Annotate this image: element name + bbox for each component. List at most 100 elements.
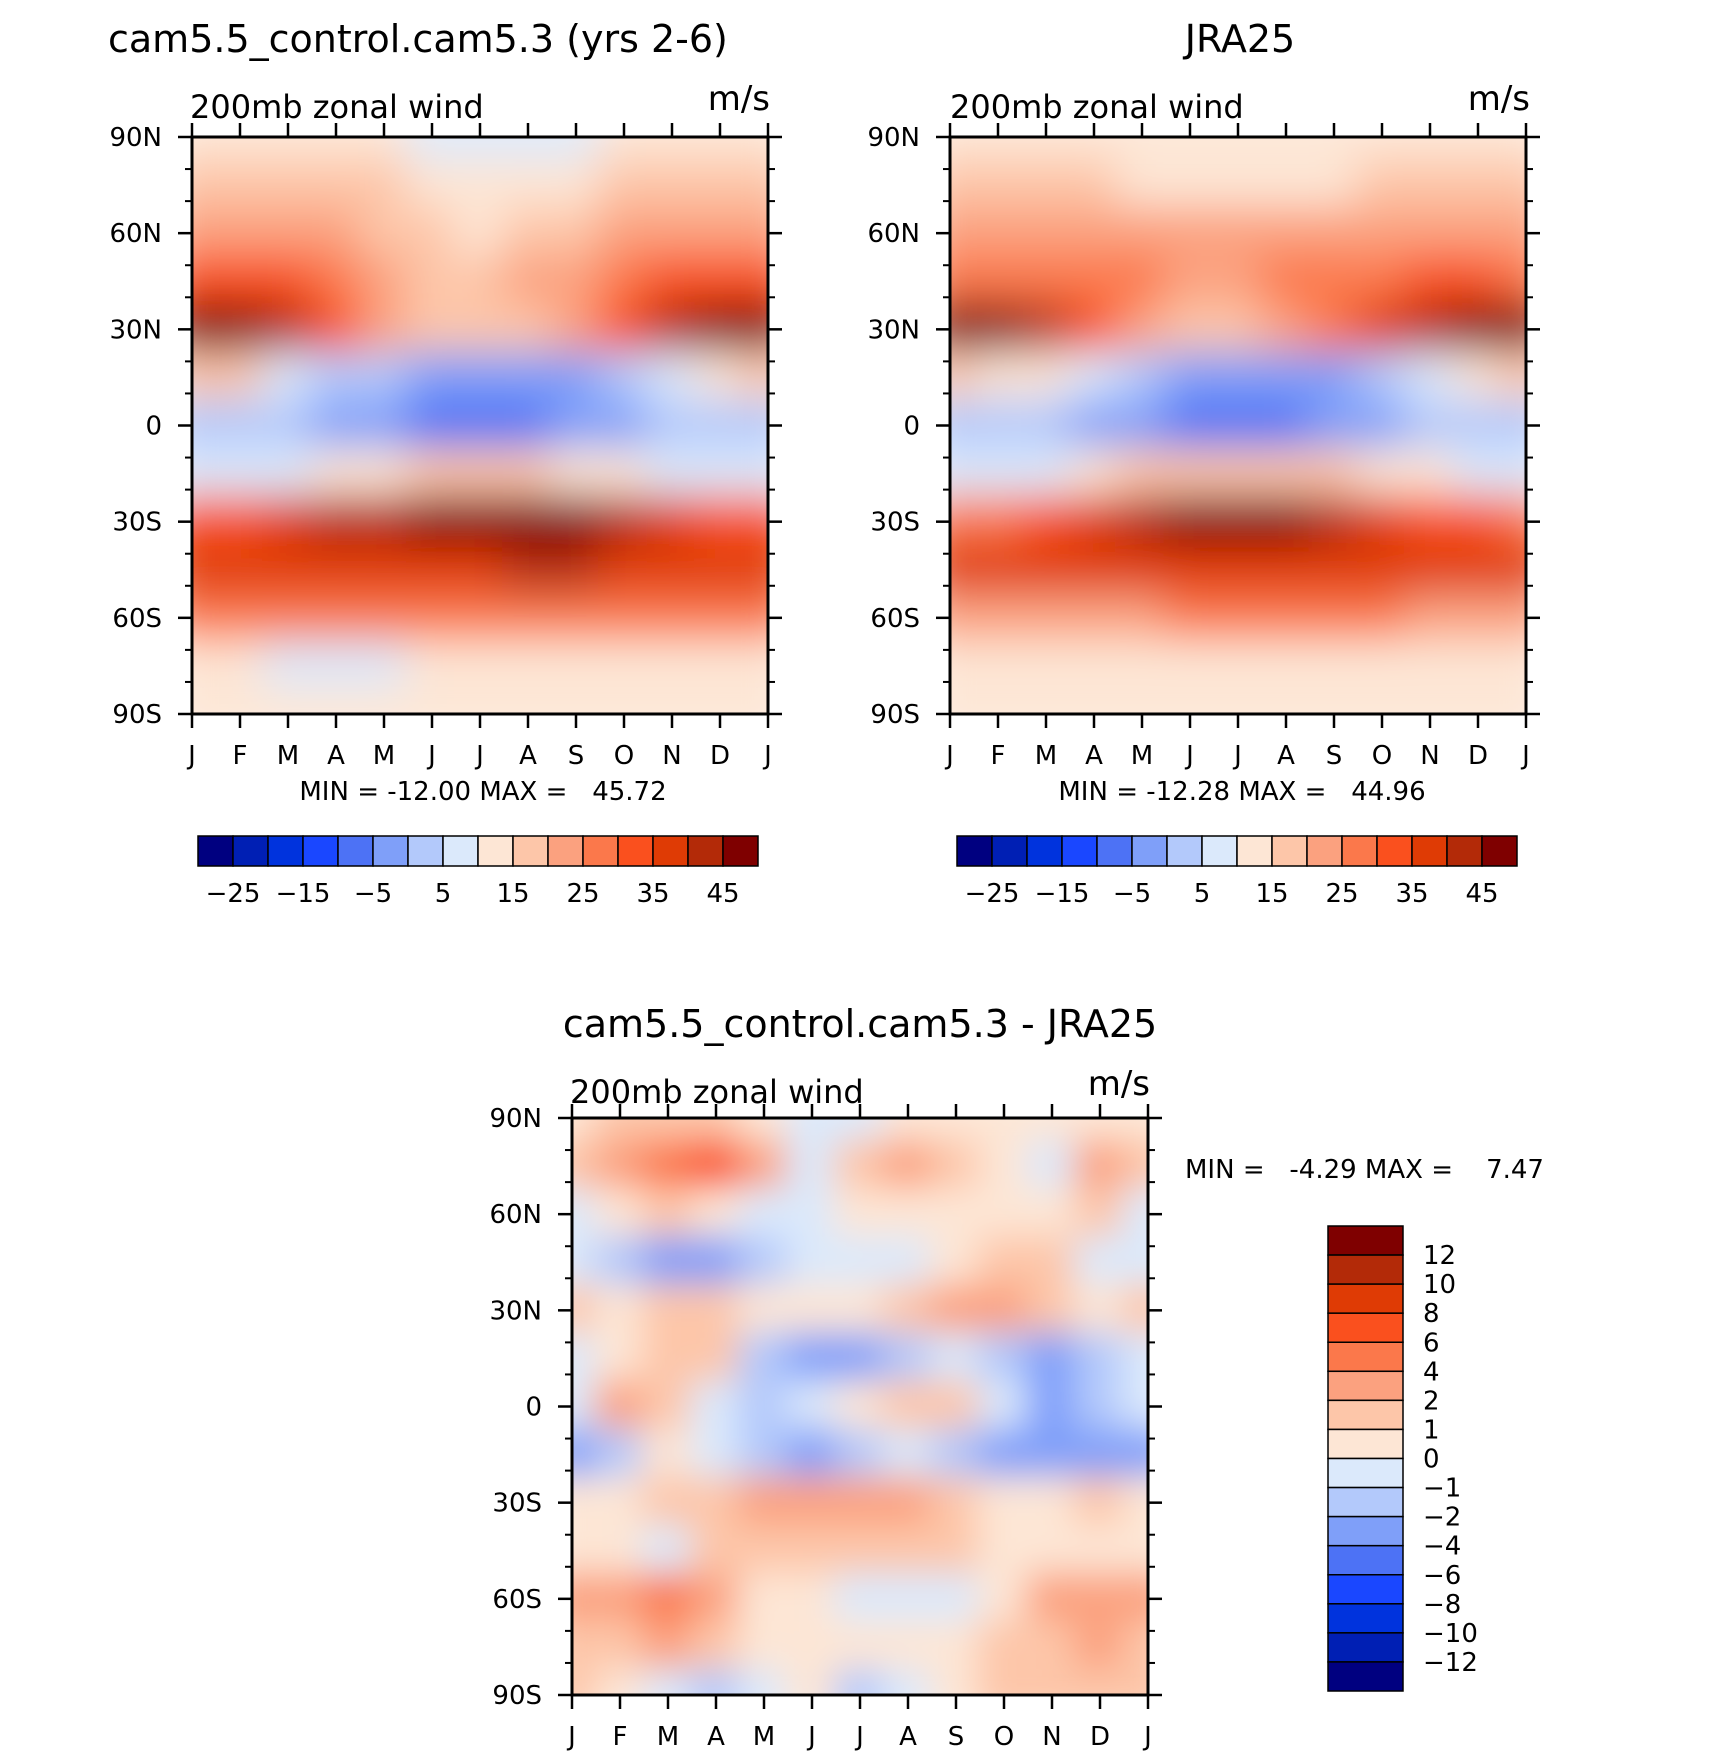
field-cell xyxy=(1500,137,1526,164)
field-cell xyxy=(406,639,458,692)
field-cell xyxy=(406,351,458,404)
y-tick-label: 60N xyxy=(489,1200,542,1230)
field-cell xyxy=(694,447,746,500)
panel-model-units: m/s xyxy=(708,79,770,119)
field-cell xyxy=(192,303,218,356)
field-cell xyxy=(642,1668,694,1695)
field-cell xyxy=(1068,159,1120,212)
field-cell xyxy=(1164,399,1216,452)
field-cell xyxy=(192,399,218,452)
y-tick-label: 60S xyxy=(870,604,920,634)
field-cell xyxy=(1212,207,1264,260)
field-cell xyxy=(310,159,362,212)
colorbar-swatch xyxy=(1327,1225,1404,1256)
field-cell xyxy=(598,591,650,644)
x-tick-label: J xyxy=(854,1722,864,1752)
field-cell xyxy=(950,495,976,548)
field-cell xyxy=(310,255,362,308)
field-cell xyxy=(550,303,602,356)
field-cell xyxy=(978,1118,1030,1145)
x-tick-label: J xyxy=(806,1722,816,1752)
y-tick-label: 60S xyxy=(112,604,162,634)
field-cell xyxy=(1122,1284,1148,1337)
colorbar-label: 45 xyxy=(706,879,739,909)
colorbar-swatch xyxy=(547,835,584,867)
colorbar-label: 35 xyxy=(636,879,669,909)
field-cell xyxy=(786,1380,838,1433)
colorbar-label: 6 xyxy=(1423,1328,1440,1358)
colorbar-swatch xyxy=(722,835,759,867)
field-cell xyxy=(454,399,506,452)
x-tick-label: O xyxy=(994,1722,1014,1752)
x-tick-label: M xyxy=(373,741,395,771)
field-cell xyxy=(572,1332,598,1385)
field-cell xyxy=(1020,159,1072,212)
field-cell xyxy=(978,1668,1030,1695)
field-cell xyxy=(1074,1524,1126,1577)
x-tick-label: F xyxy=(991,741,1006,771)
field-cell xyxy=(646,495,698,548)
colorbar-swatch xyxy=(1327,1515,1404,1547)
field-cell xyxy=(1452,399,1504,452)
field-cell xyxy=(214,495,266,548)
x-tick-label: M xyxy=(1035,741,1057,771)
field-cell xyxy=(1122,1380,1148,1433)
field-cell xyxy=(358,687,410,714)
field-cell xyxy=(738,1332,790,1385)
field-cell xyxy=(358,447,410,500)
field-cell xyxy=(738,1428,790,1481)
field-cell xyxy=(1116,351,1168,404)
field-cell xyxy=(1116,639,1168,692)
x-tick-label: A xyxy=(327,741,345,771)
field-cell xyxy=(502,303,554,356)
field-cell xyxy=(572,1668,598,1695)
field-cell xyxy=(502,351,554,404)
field-cell xyxy=(550,137,602,164)
field-cell xyxy=(690,1428,742,1481)
field-cell xyxy=(642,1332,694,1385)
field-cell xyxy=(978,1188,1030,1241)
field-cell xyxy=(454,639,506,692)
field-cell xyxy=(1260,687,1312,714)
colorbar-label: −5 xyxy=(1113,879,1151,909)
y-tick-label: 90N xyxy=(109,123,162,153)
field-cell xyxy=(646,159,698,212)
x-tick-label: J xyxy=(1520,741,1530,771)
y-tick-label: 90S xyxy=(492,1681,542,1711)
field-cell xyxy=(502,495,554,548)
y-tick-label: 90N xyxy=(867,123,920,153)
field-cell xyxy=(738,1620,790,1673)
x-tick-label: M xyxy=(657,1722,679,1752)
y-tick-label: 0 xyxy=(525,1393,542,1423)
field-cell xyxy=(454,543,506,596)
field-cell xyxy=(1452,255,1504,308)
field-cell xyxy=(972,255,1024,308)
panel-model: cam5.5_control.cam5.3 (yrs 2-6) 200mb zo… xyxy=(108,17,782,909)
field-cell xyxy=(1020,207,1072,260)
field-cell xyxy=(1308,495,1360,548)
field-cell xyxy=(1308,137,1360,164)
field-cell xyxy=(1020,447,1072,500)
field-cell xyxy=(1500,255,1526,308)
field-cell xyxy=(214,137,266,164)
field-cell xyxy=(882,1188,934,1241)
colorbar-swatch xyxy=(652,835,689,867)
field-cell xyxy=(1164,137,1216,164)
field-cell xyxy=(786,1236,838,1289)
field-cell xyxy=(1026,1620,1078,1673)
field-cell xyxy=(1212,687,1264,714)
field-cell xyxy=(690,1380,742,1433)
field-cell xyxy=(882,1572,934,1625)
panel-model-colorbar: −25 −15 −5 5 15 25 35 45 xyxy=(197,835,759,909)
field-cell xyxy=(738,1118,790,1145)
field-cell xyxy=(694,687,746,714)
field-cell xyxy=(598,303,650,356)
field-cell xyxy=(694,639,746,692)
colorbar-label: −4 xyxy=(1423,1532,1461,1562)
field-cell xyxy=(192,447,218,500)
field-cell xyxy=(1122,1620,1148,1673)
field-cell xyxy=(1026,1284,1078,1337)
field-cell xyxy=(930,1524,982,1577)
field-cell xyxy=(882,1140,934,1193)
field-cell xyxy=(694,207,746,260)
